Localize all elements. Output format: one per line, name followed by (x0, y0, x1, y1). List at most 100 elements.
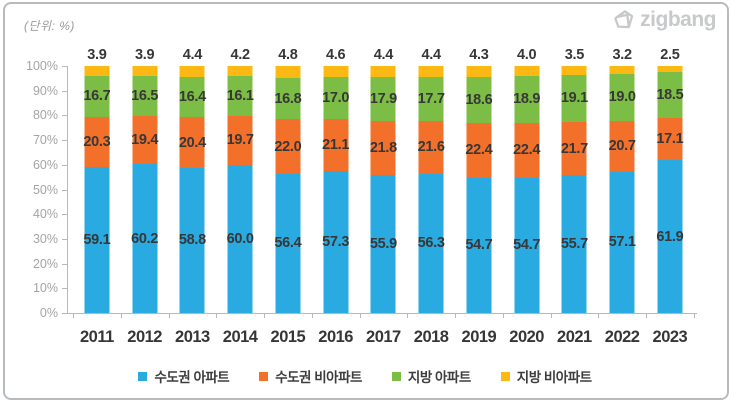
legend-swatch (138, 371, 148, 381)
segment-value-label: 18.6 (465, 91, 493, 108)
bar-segment (609, 66, 635, 74)
bar-segment (418, 76, 444, 121)
y-tick-label: 30% (32, 231, 58, 246)
segment-value-label: 58.8 (178, 232, 206, 249)
bar-slot: 58.8 20.4 16.4 4.4 2013 (169, 47, 217, 346)
bar-segment (418, 120, 444, 174)
bar-segment (179, 76, 205, 118)
y-tick-label: 10% (32, 281, 58, 296)
stacked-bar (179, 66, 205, 313)
zigbang-icon (614, 10, 634, 29)
segment-value-label: 3.9 (134, 47, 155, 63)
x-tick-label: 2019 (461, 328, 497, 346)
bar-segment (179, 66, 205, 77)
segment-value-label: 19.4 (131, 132, 159, 149)
x-tick-label: 2021 (557, 328, 592, 346)
segment-value-label: 16.7 (83, 88, 111, 105)
bar-slot: 60.2 19.4 16.5 3.9 2012 (121, 47, 169, 346)
y-tick-label: 100% (26, 59, 58, 73)
x-tick-label: 2013 (175, 328, 210, 346)
bar-segment (561, 121, 587, 176)
bar-slot: 59.1 20.3 16.7 3.9 2011 (73, 47, 121, 346)
x-tick-label: 2016 (318, 328, 353, 346)
y-tick (62, 238, 67, 240)
bar-slot: 57.3 21.1 17.0 4.6 2016 (312, 47, 360, 346)
bar-segment (466, 76, 492, 123)
segment-value-label: 55.9 (369, 235, 397, 252)
bar-segment (370, 66, 396, 77)
segment-value-label: 59.1 (83, 232, 111, 249)
bar-segment (132, 116, 158, 165)
bar-segment (466, 66, 492, 77)
segment-value-label: 16.1 (226, 88, 254, 105)
brand-text: zigbang (640, 8, 716, 31)
x-tick-label: 2015 (270, 328, 306, 346)
bar-slot: 56.4 22.0 16.8 4.8 2015 (264, 47, 312, 346)
segment-value-label: 20.3 (83, 133, 111, 150)
bar-slot: 54.7 22.4 18.6 4.3 2019 (455, 47, 503, 346)
segment-value-label: 57.3 (322, 234, 350, 251)
segment-value-label: 16.4 (178, 89, 206, 106)
bar-segment (227, 66, 253, 77)
bar-segment (466, 122, 492, 178)
legend-item: 수도권 비아파트 (259, 366, 362, 386)
stacked-bar (227, 66, 253, 313)
x-tick-label: 2018 (413, 328, 449, 346)
bar-segment (514, 177, 540, 313)
bar-slot: 55.7 21.7 19.1 3.5 2021 (551, 47, 599, 346)
bar-segment (323, 171, 349, 313)
bar-segment (84, 66, 110, 76)
segment-value-label: 16.5 (131, 88, 159, 105)
y-tick-label: 60% (32, 157, 58, 172)
segment-value-label: 20.4 (178, 134, 206, 151)
y-tick (62, 189, 67, 191)
segment-value-label: 61.9 (656, 228, 684, 245)
segment-value-label: 21.6 (417, 139, 445, 156)
segment-value-label: 2.5 (660, 47, 680, 63)
bar-segment (132, 75, 158, 117)
segment-value-label: 4.4 (182, 47, 203, 63)
bar-segment (370, 121, 396, 175)
bar-segment (657, 66, 683, 73)
x-tick (502, 314, 504, 318)
segment-value-label: 22.0 (274, 138, 302, 155)
y-tick (62, 263, 67, 265)
bar-segment (275, 173, 301, 313)
x-tick (455, 314, 456, 318)
segment-value-label: 55.7 (560, 236, 588, 253)
y-tick (62, 164, 67, 166)
x-tick (693, 314, 695, 318)
segment-value-label: 3.9 (87, 47, 107, 63)
x-tick (407, 314, 409, 318)
x-axis-line (63, 313, 697, 314)
legend-item: 수도권 아파트 (138, 366, 230, 386)
bar-segment (132, 66, 158, 76)
segment-value-label: 4.4 (373, 47, 394, 63)
segment-value-label: 4.2 (230, 47, 250, 63)
legend-swatch (500, 371, 510, 381)
stacked-bar (275, 66, 301, 313)
segment-value-label: 22.4 (513, 142, 541, 159)
segment-value-label: 4.6 (325, 47, 346, 63)
stacked-bar (466, 66, 492, 313)
segment-value-label: 17.0 (322, 90, 350, 107)
bar-segment (227, 164, 253, 313)
bar-slot: 61.9 17.1 18.5 2.5 2023 (646, 47, 694, 346)
legend-item: 지방 아파트 (391, 366, 471, 386)
bar-slot: 57.1 20.7 19.0 3.2 2022 (598, 47, 646, 346)
segment-value-label: 4.8 (278, 47, 298, 63)
y-tick-label: 50% (32, 182, 58, 197)
x-tick (311, 314, 313, 318)
legend-swatch (391, 371, 401, 381)
x-tick-label: 2017 (366, 328, 401, 346)
bar-segment (418, 173, 444, 313)
legend-swatch (259, 371, 269, 381)
x-tick-label: 2023 (652, 328, 688, 346)
x-tick (646, 314, 647, 318)
legend-label: 지방 아파트 (407, 370, 471, 385)
y-tick-label: 70% (32, 133, 58, 148)
stacked-bar (418, 66, 444, 313)
segment-value-label: 19.7 (226, 132, 254, 149)
x-tick (598, 314, 600, 318)
